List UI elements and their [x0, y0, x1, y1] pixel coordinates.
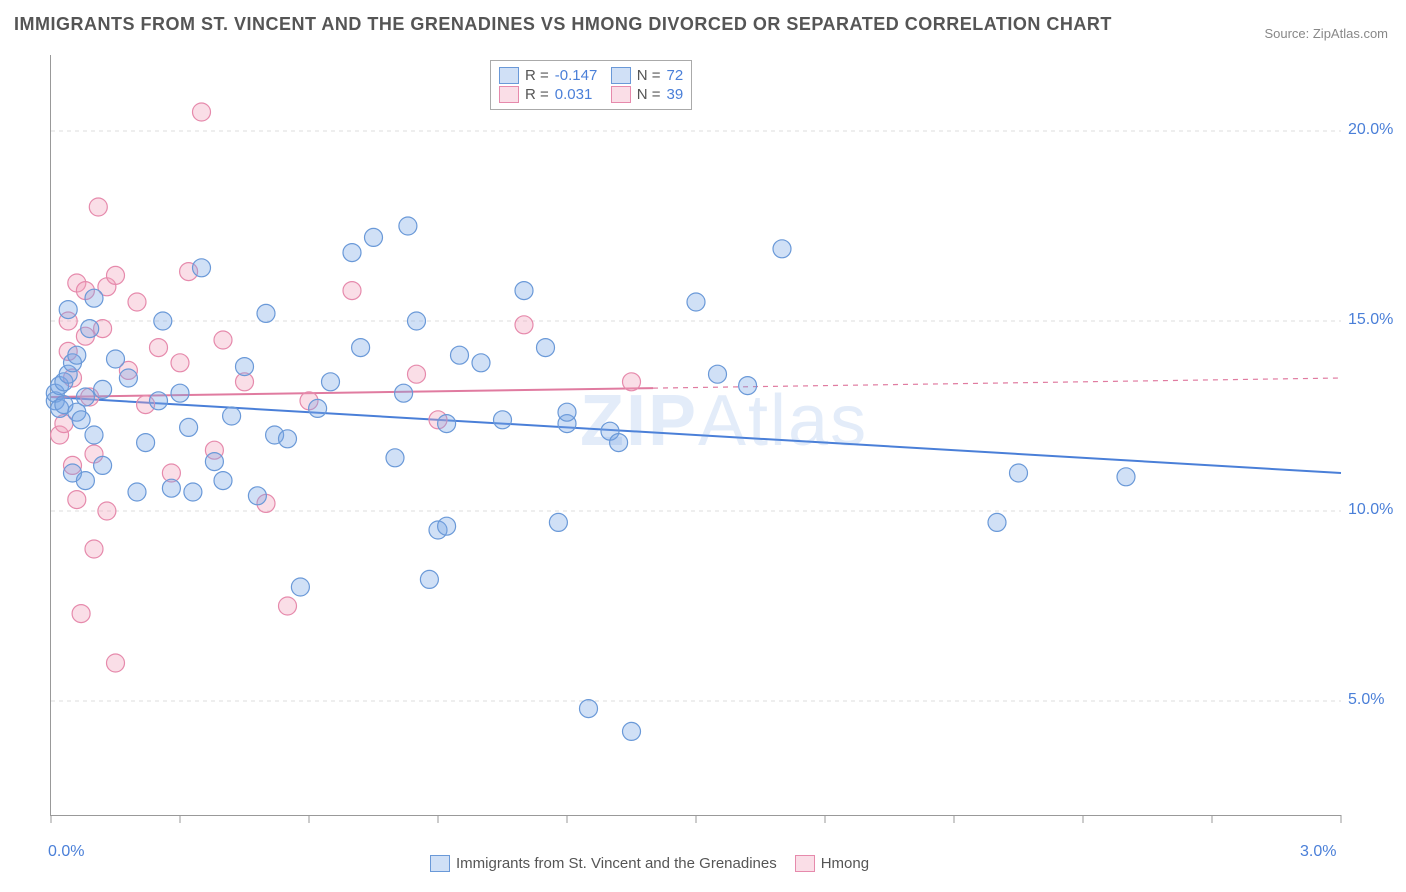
n-label-2: N = [637, 86, 661, 103]
legend-swatch-2 [795, 855, 815, 872]
watermark-rest: Atlas [698, 381, 868, 461]
legend-label-1: Immigrants from St. Vincent and the Gren… [456, 855, 777, 872]
legend-row-series-1: R = -0.147 N = 72 [499, 67, 683, 84]
swatch-series-2b [611, 86, 631, 103]
y-tick-label: 20.0% [1348, 121, 1393, 139]
r-label-2: R = [525, 86, 549, 103]
swatch-series-1 [499, 67, 519, 84]
swatch-series-2 [499, 86, 519, 103]
legend-item-2: Hmong [795, 855, 869, 872]
series-legend: Immigrants from St. Vincent and the Gren… [430, 855, 869, 872]
r-value-2: 0.031 [555, 86, 605, 103]
watermark: ZIPAtlas [580, 380, 868, 462]
x-tick-label: 3.0% [1300, 843, 1336, 861]
r-value-1: -0.147 [555, 67, 605, 84]
legend-label-2: Hmong [821, 855, 869, 872]
legend-swatch-1 [430, 855, 450, 872]
swatch-series-1b [611, 67, 631, 84]
chart-title: IMMIGRANTS FROM ST. VINCENT AND THE GREN… [14, 14, 1112, 35]
watermark-bold: ZIP [580, 381, 698, 461]
y-tick-label: 15.0% [1348, 311, 1393, 329]
correlation-legend: R = -0.147 N = 72 R = 0.031 N = 39 [490, 60, 692, 110]
r-label: R = [525, 67, 549, 84]
legend-item-1: Immigrants from St. Vincent and the Gren… [430, 855, 777, 872]
y-tick-label: 5.0% [1348, 691, 1384, 709]
source-attribution: Source: ZipAtlas.com [1264, 26, 1388, 41]
n-value-2: 39 [667, 86, 684, 103]
n-label: N = [637, 67, 661, 84]
legend-row-series-2: R = 0.031 N = 39 [499, 86, 683, 103]
chart-container: IMMIGRANTS FROM ST. VINCENT AND THE GREN… [0, 0, 1406, 892]
n-value-1: 72 [667, 67, 684, 84]
y-tick-label: 10.0% [1348, 501, 1393, 519]
x-tick-label: 0.0% [48, 843, 84, 861]
